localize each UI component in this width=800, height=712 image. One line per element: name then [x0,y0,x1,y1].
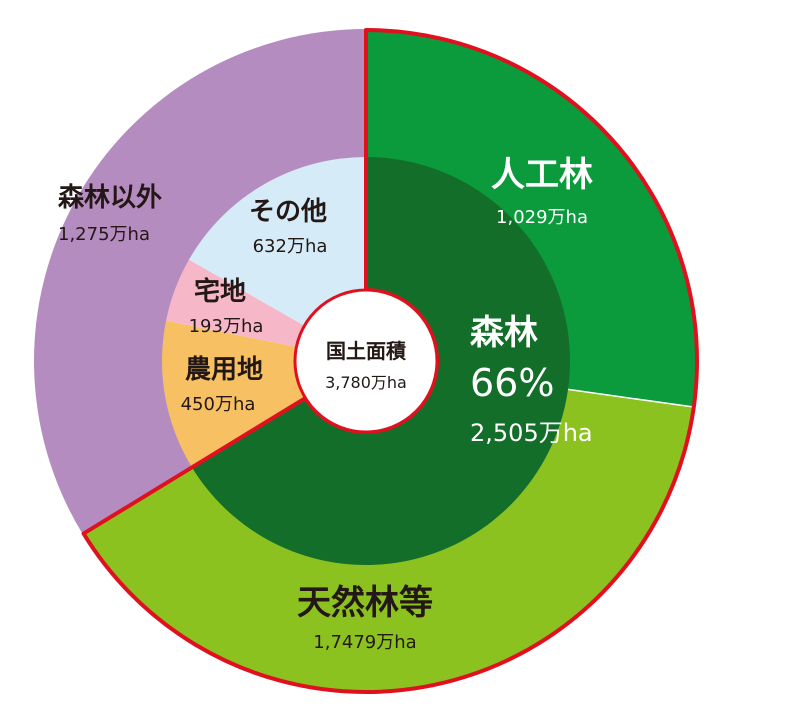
inner-value-farmland: 450万ha [181,394,256,415]
outer-label-non-forest: 森林以外 [58,183,162,213]
inner-ring-slice-1 [161,320,307,468]
inner-label-forest: 森林 [470,313,538,353]
outer-ring-slice-0 [366,29,698,408]
outer-ring-slice-2 [33,29,366,535]
outer-ring-slice-1 [82,389,695,693]
inner-value-forest: 2,505万ha [470,419,593,447]
center-label: 国土面積 [326,339,407,363]
inner-ring-slice-2 [166,259,306,348]
outer-value-planted-forest: 1,029万ha [496,207,588,228]
outer-label-natural-forest: 天然林等 [297,583,433,623]
center-value-label: 3,780万ha [325,373,407,392]
inner-label-other: その他 [249,197,327,227]
outer-ring [33,29,698,693]
outer-label-planted-forest: 人工林 [491,155,593,195]
inner-percent-forest: 66% [470,361,554,405]
inner-label-residential: 宅地 [194,276,246,307]
inner-ring [161,157,571,565]
inner-label-farmland: 農用地 [185,355,263,385]
inner-ring-slice-3 [188,157,366,327]
center-disc [293,288,439,434]
inner-value-other: 632万ha [253,236,328,257]
inner-ring-slice-0 [191,157,571,565]
outer-value-natural-forest: 1,7479万ha [313,632,416,653]
inner-value-residential: 193万ha [189,316,264,337]
outer-value-non-forest: 1,275万ha [58,224,150,245]
outer-ring-divider [567,388,693,408]
